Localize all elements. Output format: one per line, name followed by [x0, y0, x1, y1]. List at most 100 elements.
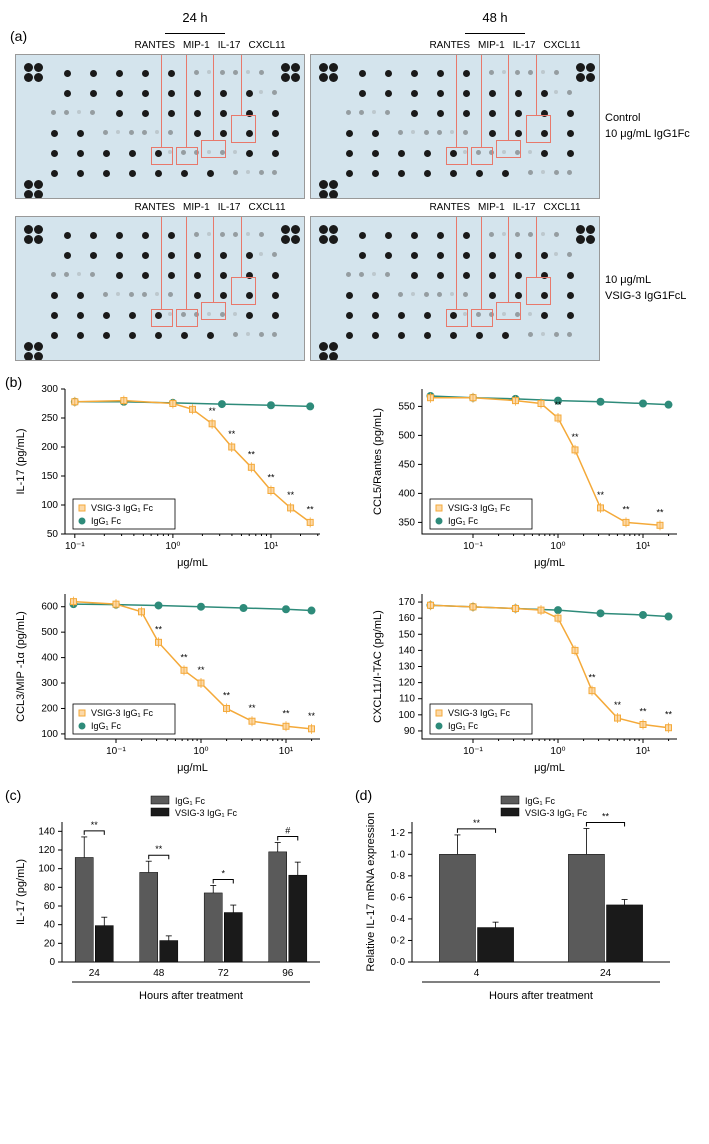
svg-text:IgG₁ Fc: IgG₁ Fc — [525, 796, 556, 806]
svg-text:10⁰: 10⁰ — [550, 746, 565, 757]
svg-text:**: ** — [554, 400, 562, 410]
svg-text:IgG₁ Fc: IgG₁ Fc — [448, 516, 479, 526]
panel-b: 5010015020025030010⁻¹10⁰10¹IL-17 (pg/mL)… — [10, 379, 699, 774]
svg-text:**: ** — [308, 711, 316, 721]
time-24h: 24 h — [50, 10, 340, 40]
svg-text:1·0: 1·0 — [391, 849, 406, 860]
svg-text:10⁰: 10⁰ — [550, 541, 565, 552]
svg-text:10⁰: 10⁰ — [165, 541, 180, 552]
svg-text:130: 130 — [398, 662, 415, 673]
svg-text:VSIG-3 IgG₁ Fc: VSIG-3 IgG₁ Fc — [448, 708, 511, 718]
svg-text:*: * — [221, 868, 225, 878]
svg-text:**: ** — [287, 490, 295, 500]
svg-text:**: ** — [588, 673, 596, 683]
svg-text:200: 200 — [41, 703, 58, 714]
svg-text:550: 550 — [398, 401, 415, 412]
dose-response-chart: 9010011012013014015016017010⁻¹10⁰10¹CXCL… — [367, 584, 687, 774]
svg-text:IgG₁ Fc: IgG₁ Fc — [91, 516, 122, 526]
svg-text:μg/mL: μg/mL — [534, 557, 565, 569]
svg-text:Hours after treatment: Hours after treatment — [489, 990, 593, 1002]
svg-text:0·2: 0·2 — [391, 935, 406, 946]
svg-text:150: 150 — [398, 629, 415, 640]
svg-text:10¹: 10¹ — [279, 746, 294, 757]
svg-text:0·4: 0·4 — [391, 914, 406, 925]
svg-text:**: ** — [307, 504, 315, 514]
svg-text:140: 140 — [38, 826, 55, 837]
blot-48h-vsig — [310, 216, 600, 361]
panel-a-label: (a) — [10, 28, 27, 44]
svg-text:10¹: 10¹ — [636, 541, 651, 552]
svg-text:100: 100 — [41, 729, 58, 740]
svg-text:100: 100 — [38, 864, 55, 875]
svg-text:Hours after treatment: Hours after treatment — [139, 990, 243, 1002]
svg-text:80: 80 — [44, 882, 56, 893]
svg-text:VSIG-3 IgG₁ Fc: VSIG-3 IgG₁ Fc — [525, 808, 588, 818]
svg-text:100: 100 — [398, 710, 415, 721]
svg-text:VSIG-3 IgG₁ Fc: VSIG-3 IgG₁ Fc — [91, 503, 154, 513]
svg-text:200: 200 — [41, 442, 58, 453]
svg-text:Relative IL-17 mRNA expression: Relative IL-17 mRNA expression — [365, 813, 377, 972]
blot-24h-control — [15, 54, 305, 199]
svg-text:0·8: 0·8 — [391, 871, 406, 882]
svg-text:IL-17 (pg/mL): IL-17 (pg/mL) — [15, 428, 27, 494]
svg-text:**: ** — [622, 504, 630, 514]
svg-text:450: 450 — [398, 459, 415, 470]
svg-text:500: 500 — [41, 627, 58, 638]
svg-text:24: 24 — [600, 968, 612, 979]
panel-d-chart: 0·00·20·40·60·81·01·2Relative IL-17 mRNA… — [360, 792, 680, 1002]
svg-text:24: 24 — [89, 968, 101, 979]
svg-text:**: ** — [267, 473, 275, 483]
svg-text:90: 90 — [404, 726, 416, 737]
svg-text:600: 600 — [41, 602, 58, 613]
svg-text:300: 300 — [41, 678, 58, 689]
svg-text:0·6: 0·6 — [391, 892, 406, 903]
blot-24h-vsig — [15, 216, 305, 361]
svg-text:**: ** — [473, 818, 481, 828]
svg-text:350: 350 — [398, 517, 415, 528]
svg-text:μg/mL: μg/mL — [177, 557, 208, 569]
dose-response-chart: 10020030040050060010⁻¹10⁰10¹CCL3/MIP -1α… — [10, 584, 330, 774]
svg-text:400: 400 — [41, 653, 58, 664]
dose-response-chart: 350 400 450 500 550 10⁻¹ 10⁰ 10¹ CCL5/Rantes (pg… — [367, 379, 687, 569]
svg-text:VSIG-3 IgG₁ Fc: VSIG-3 IgG₁ Fc — [91, 708, 154, 718]
svg-text:CCL5/Rantes (pg/mL): CCL5/Rantes (pg/mL) — [372, 408, 384, 515]
svg-text:48: 48 — [153, 968, 165, 979]
svg-text:CXCL11/I-TAC (pg/mL): CXCL11/I-TAC (pg/mL) — [372, 610, 384, 723]
svg-text:250: 250 — [41, 413, 58, 424]
blot-labels-top-left: RANTESMIP-1IL-17CXCL11 — [15, 40, 305, 51]
svg-text:500: 500 — [398, 430, 415, 441]
svg-text:400: 400 — [398, 488, 415, 499]
svg-text:**: ** — [602, 811, 610, 821]
svg-text:**: ** — [228, 429, 236, 439]
svg-text:100: 100 — [41, 500, 58, 511]
svg-text:IgG₁ Fc: IgG₁ Fc — [175, 796, 206, 806]
svg-text:10¹: 10¹ — [636, 746, 651, 757]
svg-text:20: 20 — [44, 938, 56, 949]
svg-text:10⁻¹: 10⁻¹ — [463, 746, 483, 757]
svg-text:10¹: 10¹ — [264, 541, 279, 552]
svg-text:0: 0 — [49, 957, 55, 968]
time-48h: 48 h — [350, 10, 640, 40]
svg-text:120: 120 — [398, 678, 415, 689]
svg-text:10⁰: 10⁰ — [193, 746, 208, 757]
svg-text:300: 300 — [41, 384, 58, 395]
svg-text:VSIG-3 IgG₁ Fc: VSIG-3 IgG₁ Fc — [448, 503, 511, 513]
svg-text:4: 4 — [474, 968, 480, 979]
svg-text:**: ** — [639, 707, 647, 717]
svg-text:110: 110 — [399, 694, 415, 705]
svg-text:40: 40 — [44, 920, 56, 931]
svg-text:**: ** — [209, 406, 217, 416]
svg-text:μg/mL: μg/mL — [534, 762, 565, 774]
svg-text:72: 72 — [218, 968, 230, 979]
svg-text:**: ** — [223, 690, 231, 700]
vsig-label: 10 μg/mLVSIG-3 IgG1FcL — [605, 273, 695, 304]
svg-text:10⁻¹: 10⁻¹ — [463, 541, 483, 552]
panel-c-chart: 020406080100120140IL-17 (pg/mL)**24**48*… — [10, 792, 330, 1002]
svg-text:**: ** — [656, 507, 664, 517]
svg-text:60: 60 — [44, 901, 56, 912]
svg-text:**: ** — [571, 432, 579, 442]
blot-labels-top-right: RANTESMIP-1IL-17CXCL11 — [310, 40, 600, 51]
svg-text:#: # — [285, 826, 290, 836]
svg-text:1·2: 1·2 — [391, 828, 406, 839]
svg-text:150: 150 — [41, 471, 58, 482]
